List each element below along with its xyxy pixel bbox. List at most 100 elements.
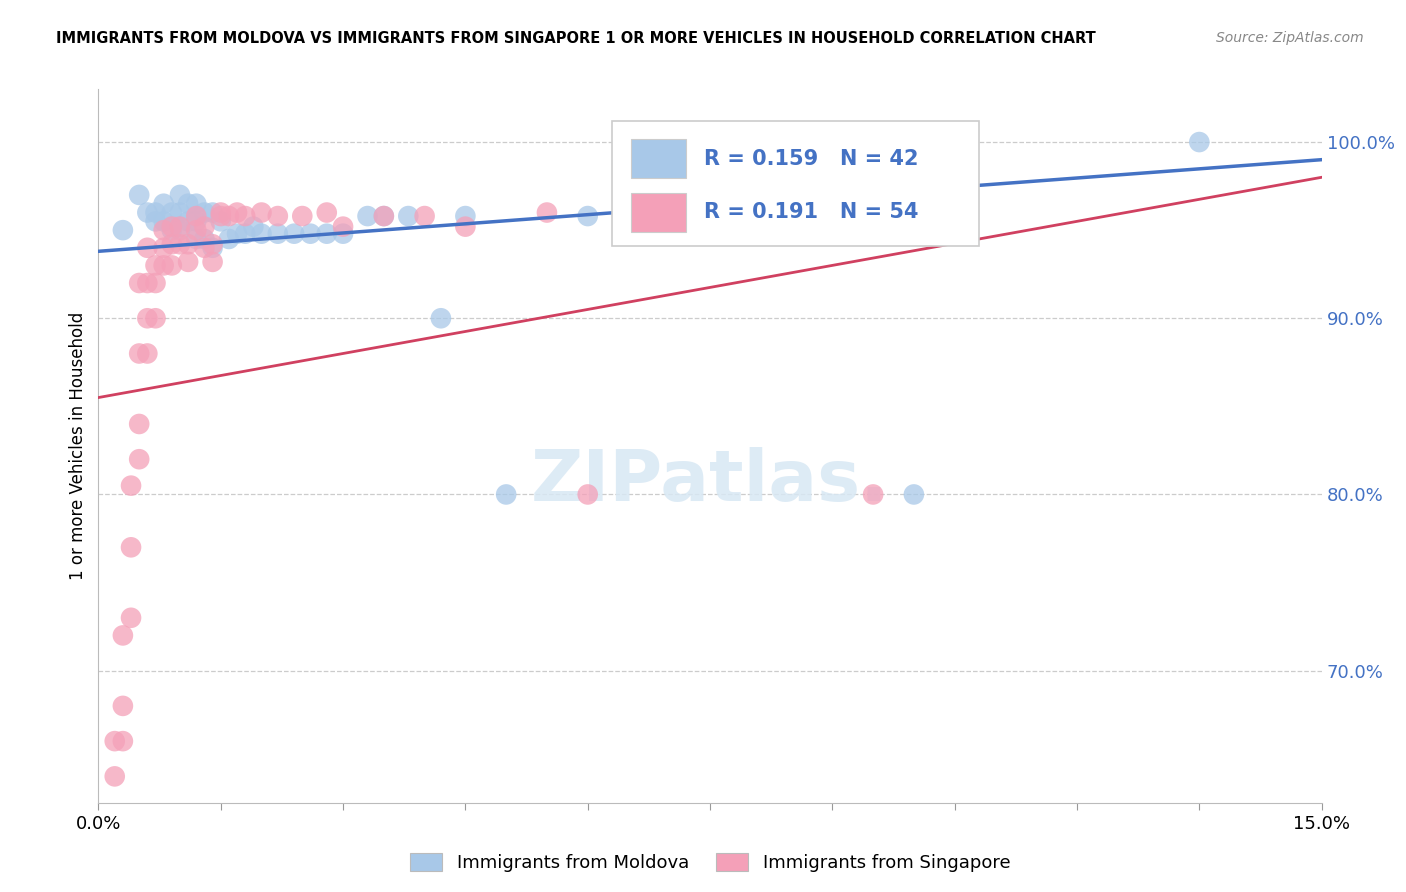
Point — [413, 209, 436, 223]
Point — [152, 241, 174, 255]
Point — [209, 214, 232, 228]
Point — [226, 205, 249, 219]
Point — [169, 219, 191, 234]
Point — [315, 205, 337, 219]
Point — [145, 311, 167, 326]
Point — [576, 487, 599, 501]
Point — [315, 227, 337, 241]
Point — [209, 205, 232, 219]
Point — [291, 209, 314, 223]
Point — [186, 232, 208, 246]
Point — [862, 487, 884, 501]
Point — [209, 209, 232, 223]
Point — [160, 259, 183, 273]
Point — [396, 209, 419, 223]
Point — [267, 227, 290, 241]
Point — [1188, 135, 1211, 149]
Point — [136, 346, 159, 360]
Point — [169, 223, 191, 237]
Point — [160, 219, 183, 234]
Point — [267, 209, 290, 223]
Point — [250, 227, 273, 241]
Point — [186, 209, 208, 223]
Point — [332, 227, 354, 241]
Point — [454, 219, 477, 234]
Point — [740, 209, 762, 223]
Point — [177, 196, 200, 211]
Point — [233, 227, 256, 241]
Point — [111, 628, 134, 642]
Point — [430, 311, 453, 326]
Point — [699, 209, 721, 223]
Point — [128, 452, 150, 467]
Text: ZIPatlas.: ZIPatlas. — [531, 447, 889, 516]
Point — [128, 417, 150, 431]
Point — [169, 188, 191, 202]
FancyBboxPatch shape — [630, 193, 686, 232]
Point — [218, 209, 240, 223]
Point — [160, 223, 183, 237]
Point — [373, 209, 395, 223]
Point — [152, 214, 174, 228]
Point — [169, 237, 191, 252]
Point — [193, 205, 215, 219]
Point — [201, 205, 224, 219]
Point — [201, 237, 224, 252]
Point — [177, 255, 200, 269]
Point — [193, 241, 215, 255]
Point — [821, 209, 844, 223]
Point — [177, 214, 200, 228]
Point — [145, 205, 167, 219]
Point — [145, 276, 167, 290]
Point — [242, 219, 264, 234]
Point — [299, 227, 322, 241]
Text: Source: ZipAtlas.com: Source: ZipAtlas.com — [1216, 31, 1364, 45]
Point — [128, 276, 150, 290]
Point — [201, 241, 224, 255]
Point — [373, 209, 395, 223]
Point — [283, 227, 305, 241]
Point — [104, 769, 127, 783]
Point — [169, 205, 191, 219]
Point — [332, 219, 354, 234]
Point — [699, 191, 721, 205]
Point — [250, 205, 273, 219]
Point — [136, 311, 159, 326]
Point — [226, 227, 249, 241]
Point — [152, 196, 174, 211]
Legend: Immigrants from Moldova, Immigrants from Singapore: Immigrants from Moldova, Immigrants from… — [402, 846, 1018, 880]
Point — [903, 487, 925, 501]
Point — [145, 214, 167, 228]
Point — [201, 255, 224, 269]
Point — [186, 223, 208, 237]
Point — [128, 188, 150, 202]
Point — [160, 205, 183, 219]
Point — [193, 219, 215, 234]
Point — [111, 223, 134, 237]
Point — [233, 209, 256, 223]
FancyBboxPatch shape — [630, 139, 686, 178]
Point — [136, 241, 159, 255]
Point — [186, 214, 208, 228]
Point — [152, 223, 174, 237]
Point — [454, 209, 477, 223]
Point — [356, 209, 378, 223]
Point — [145, 259, 167, 273]
Text: IMMIGRANTS FROM MOLDOVA VS IMMIGRANTS FROM SINGAPORE 1 OR MORE VEHICLES IN HOUSE: IMMIGRANTS FROM MOLDOVA VS IMMIGRANTS FR… — [56, 31, 1097, 46]
Point — [111, 734, 134, 748]
Point — [111, 698, 134, 713]
Point — [177, 237, 200, 252]
Point — [104, 734, 127, 748]
Text: R = 0.159   N = 42: R = 0.159 N = 42 — [704, 149, 918, 169]
Point — [136, 276, 159, 290]
Point — [186, 196, 208, 211]
Point — [193, 232, 215, 246]
Text: R = 0.191   N = 54: R = 0.191 N = 54 — [704, 202, 918, 222]
Point — [152, 259, 174, 273]
Point — [136, 205, 159, 219]
Point — [120, 541, 142, 555]
Point — [120, 478, 142, 492]
Point — [218, 232, 240, 246]
FancyBboxPatch shape — [612, 121, 979, 246]
Point — [495, 487, 517, 501]
